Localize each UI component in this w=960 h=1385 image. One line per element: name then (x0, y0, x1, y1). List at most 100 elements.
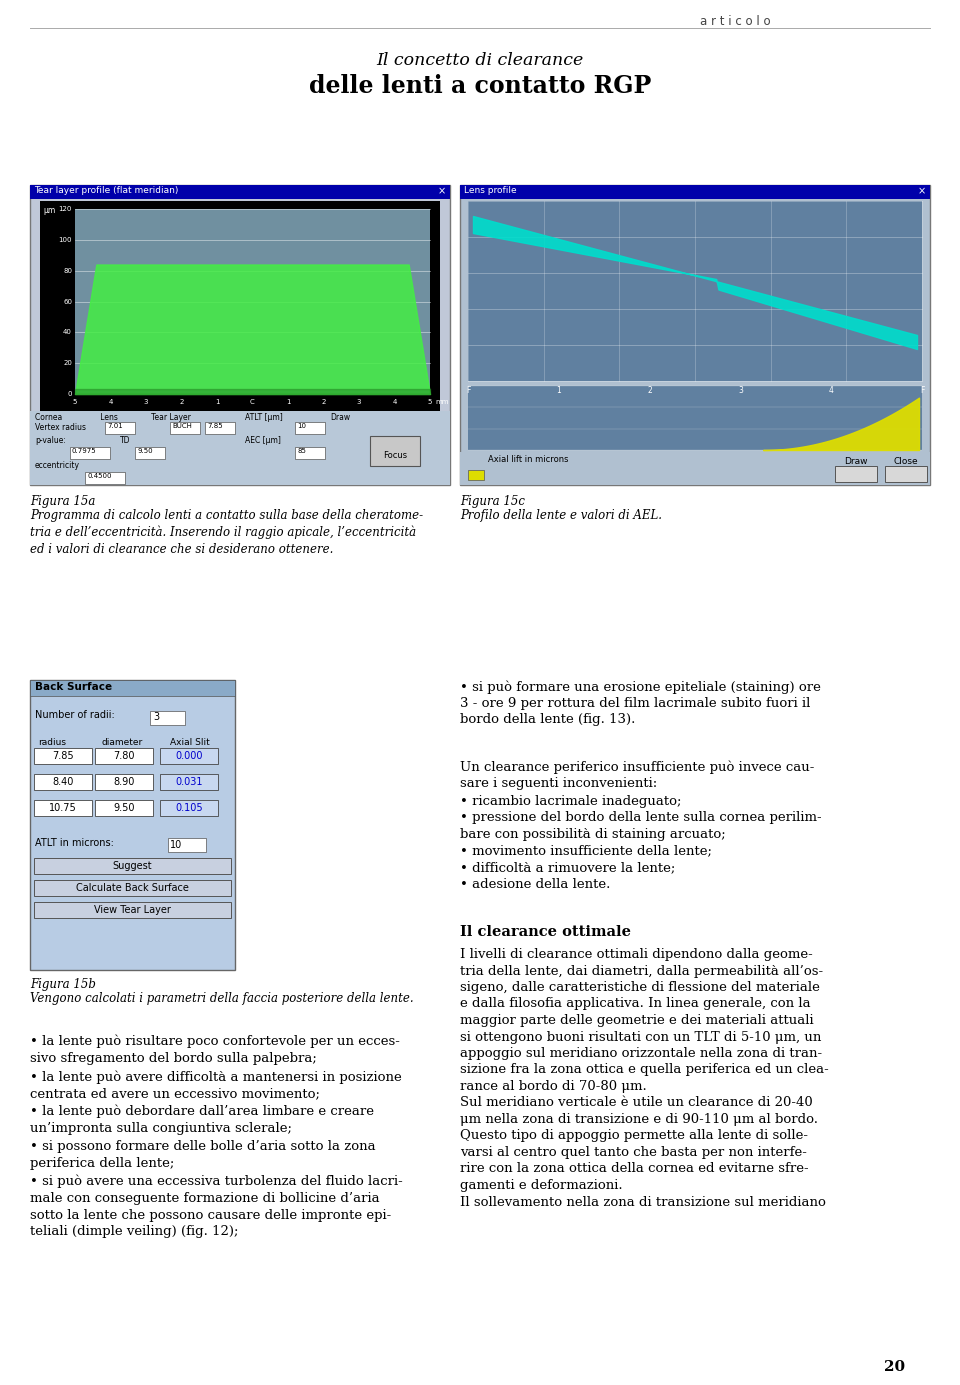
Text: delle lenti a contatto RGP: delle lenti a contatto RGP (309, 73, 651, 98)
Bar (150, 711, 185, 724)
Text: Axial lift in microns: Axial lift in microns (488, 456, 568, 464)
Text: Figura 15a: Figura 15a (30, 494, 95, 508)
Text: F: F (920, 386, 924, 395)
Bar (370, 436, 420, 465)
Bar (170, 422, 200, 434)
Text: Il concetto di clearance: Il concetto di clearance (376, 53, 584, 69)
Text: Close: Close (894, 457, 919, 465)
Text: 20: 20 (63, 360, 72, 366)
Text: 4: 4 (108, 399, 112, 404)
Text: 1: 1 (215, 399, 219, 404)
Bar (85, 472, 125, 483)
Bar (30, 186, 450, 485)
Text: BUCH: BUCH (172, 422, 192, 429)
Text: View Tear Layer: View Tear Layer (93, 904, 171, 915)
Text: mm: mm (435, 399, 448, 404)
Text: 0.031: 0.031 (176, 777, 203, 787)
Text: ×: × (918, 186, 926, 197)
Text: C: C (251, 399, 254, 404)
Text: 3: 3 (738, 386, 743, 395)
Bar (205, 422, 235, 434)
Bar (30, 680, 235, 970)
Bar (885, 465, 927, 482)
Bar (835, 465, 877, 482)
Text: F: F (466, 386, 470, 395)
Text: • la lente può debordare dall’area limbare e creare
un’impronta sulla congiuntiv: • la lente può debordare dall’area limba… (30, 1105, 374, 1134)
Text: 3: 3 (357, 399, 361, 404)
Text: 10.75: 10.75 (49, 803, 77, 813)
Text: 60: 60 (63, 299, 72, 305)
Text: TD: TD (120, 436, 131, 445)
Text: 10: 10 (297, 422, 306, 429)
Bar (30, 680, 235, 697)
Bar (460, 186, 930, 485)
Text: ×: × (438, 186, 446, 197)
Text: 20: 20 (884, 1360, 905, 1374)
Bar (95, 801, 153, 816)
Text: Figura 15c: Figura 15c (460, 494, 525, 508)
Text: Il clearance ottimale: Il clearance ottimale (460, 925, 631, 939)
Text: 8.90: 8.90 (113, 777, 134, 787)
Text: Calculate Back Surface: Calculate Back Surface (76, 884, 188, 893)
Text: 0: 0 (67, 391, 72, 397)
Text: 1: 1 (557, 386, 562, 395)
Text: Tear layer profile (flat meridian): Tear layer profile (flat meridian) (34, 186, 179, 195)
Bar (460, 186, 930, 199)
Text: 80: 80 (63, 267, 72, 274)
Text: Cornea                Lens              Tear Layer: Cornea Lens Tear Layer (35, 413, 191, 422)
Bar (34, 774, 92, 789)
Text: Number of radii:: Number of radii: (35, 711, 115, 720)
Text: 2: 2 (322, 399, 325, 404)
Text: 2: 2 (180, 399, 183, 404)
Text: 9.50: 9.50 (113, 803, 134, 813)
Bar (40, 201, 440, 411)
Text: 4: 4 (828, 386, 833, 395)
Text: Vengono calcolati i parametri della faccia posteriore della lente.: Vengono calcolati i parametri della facc… (30, 992, 414, 1006)
Bar (34, 801, 92, 816)
Bar (34, 879, 231, 896)
Text: Figura 15b: Figura 15b (30, 978, 96, 992)
Bar (34, 902, 231, 918)
Bar (34, 748, 92, 765)
Text: Back Surface: Back Surface (35, 681, 112, 692)
Bar (468, 470, 484, 481)
Bar (30, 186, 450, 199)
Text: 0.4500: 0.4500 (87, 474, 111, 479)
Text: 9.50: 9.50 (137, 447, 153, 454)
Bar (75, 209, 430, 393)
Text: Axial Slit: Axial Slit (170, 738, 209, 747)
Text: • ricambio lacrimale inadeguato;
• pressione del bordo della lente sulla cornea : • ricambio lacrimale inadeguato; • press… (460, 795, 822, 891)
Text: Un clearance periferico insufficiente può invece cau-
sare i seguenti inconvenie: Un clearance periferico insufficiente pu… (460, 760, 814, 789)
Text: 5: 5 (73, 399, 77, 404)
Text: Draw: Draw (330, 413, 350, 422)
Bar (160, 801, 218, 816)
Bar (460, 452, 930, 485)
Text: 7.85: 7.85 (52, 751, 74, 760)
Text: 7.80: 7.80 (113, 751, 134, 760)
Bar (468, 386, 922, 450)
Bar (34, 857, 231, 874)
Text: 7.01: 7.01 (107, 422, 123, 429)
Bar (105, 422, 135, 434)
Text: 5: 5 (428, 399, 432, 404)
Text: Draw: Draw (844, 457, 868, 465)
Text: • la lente può risultare poco confortevole per un ecces-
sivo sfregamento del bo: • la lente può risultare poco confortevo… (30, 1035, 400, 1065)
Text: 1: 1 (286, 399, 290, 404)
Text: • si può formare una erosione epiteliale (staining) ore
3 - ore 9 per rottura de: • si può formare una erosione epiteliale… (460, 680, 821, 727)
Text: 7.85: 7.85 (207, 422, 223, 429)
Text: AEC [μm]: AEC [μm] (245, 436, 281, 445)
Text: Lens profile: Lens profile (464, 186, 516, 195)
Text: 3: 3 (153, 712, 159, 722)
Bar (70, 447, 110, 458)
Text: a r t i c o l o: a r t i c o l o (700, 15, 771, 28)
Bar (135, 447, 165, 458)
Text: 0.000: 0.000 (176, 751, 203, 760)
Text: 0.105: 0.105 (175, 803, 203, 813)
Bar (295, 422, 325, 434)
Text: 0.7975: 0.7975 (72, 447, 97, 454)
Text: 4: 4 (393, 399, 396, 404)
Text: • si possono formare delle bolle d’aria sotto la zona
periferica della lente;: • si possono formare delle bolle d’aria … (30, 1140, 375, 1169)
Text: 40: 40 (63, 330, 72, 335)
Text: Vertex radius: Vertex radius (35, 422, 86, 432)
Text: p-value:: p-value: (35, 436, 66, 445)
